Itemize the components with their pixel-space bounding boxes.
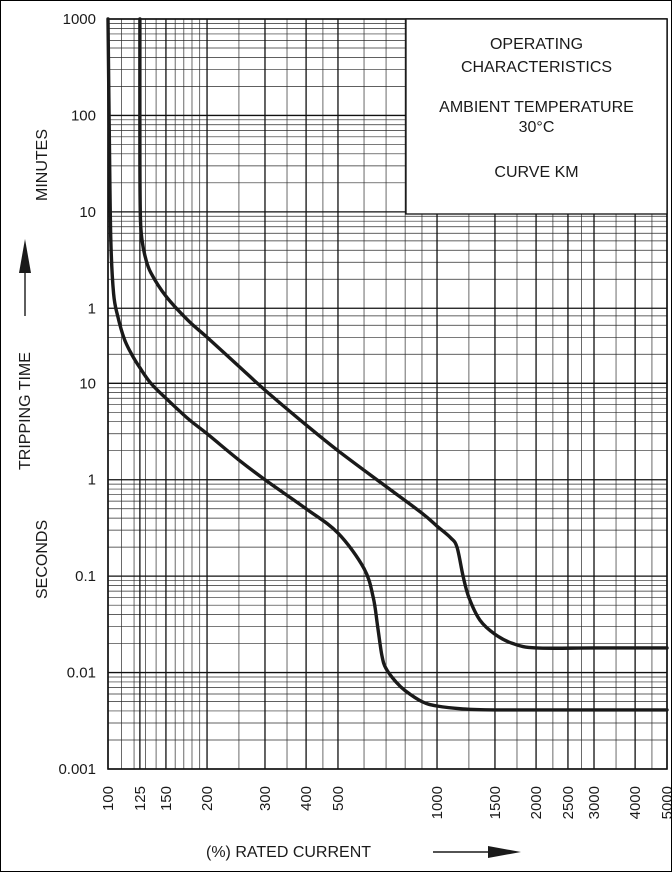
y-tick-seconds: 10: [79, 375, 96, 392]
y-axis-label-seconds: SECONDS: [34, 520, 51, 599]
curve-min-tripping: [106, 17, 669, 712]
y-tick-seconds: 0.001: [58, 761, 96, 778]
x-tick-labels: 100 125 150 200 300 400 500 1000 1500 2000 2500 300…: [100, 786, 671, 819]
x-axis-label: (%) RATED CURRENT: [206, 844, 371, 861]
major-grid: [107, 18, 668, 770]
x-tick: 300: [257, 786, 274, 811]
x-tick: 500: [330, 786, 347, 811]
plot-border: [107, 18, 668, 770]
minor-grid: [108, 19, 667, 769]
y-tick-minutes: 1: [88, 300, 96, 317]
x-tick: 400: [298, 786, 315, 811]
x-tick: 4000: [627, 786, 644, 819]
axis-labels: (%) RATED CURRENT MINUTES TRIPPING TIME SEC…: [17, 129, 521, 861]
curves: [106, 17, 669, 712]
legend-panel: [405, 18, 668, 215]
x-tick: 3000: [586, 786, 603, 819]
x-tick: 5000: [659, 786, 671, 819]
legend-line: CURVE KM: [494, 164, 578, 181]
y-tick-minutes: 1000: [63, 11, 96, 28]
x-tick: 1000: [429, 786, 446, 819]
curve-max-tripping: [138, 17, 669, 650]
y-tick-minutes: 100: [71, 107, 96, 124]
y-axis-arrow-head: [19, 239, 31, 273]
y-tick-seconds: 0.01: [67, 665, 96, 682]
y-axis-label-minutes: MINUTES: [34, 129, 51, 201]
x-tick: 1500: [487, 786, 504, 819]
legend-line: OPERATING: [490, 36, 583, 53]
y-tick-labels: 0.001 0.01 0.1 1 10 1 10 100 1000: [58, 11, 96, 778]
legend-line: 30°C: [519, 119, 555, 136]
legend-line: CHARACTERISTICS: [461, 59, 612, 76]
y-tick-minutes: 10: [79, 204, 96, 221]
x-tick: 2000: [528, 786, 545, 819]
x-tick: 200: [199, 786, 216, 811]
x-axis-arrow-head: [488, 846, 521, 858]
y-tick-seconds: 1: [88, 472, 96, 489]
legend-line: AMBIENT TEMPERATURE: [439, 99, 634, 116]
y-tick-seconds: 0.1: [75, 568, 96, 585]
x-tick: 2500: [560, 786, 577, 819]
x-tick: 100: [100, 786, 117, 811]
legend: OPERATING CHARACTERISTICS AMBIENT TEMPERAT…: [405, 18, 668, 215]
y-axis-label-tripping-time: TRIPPING TIME: [17, 352, 34, 470]
x-tick: 125: [132, 786, 149, 811]
x-tick: 150: [158, 786, 175, 811]
